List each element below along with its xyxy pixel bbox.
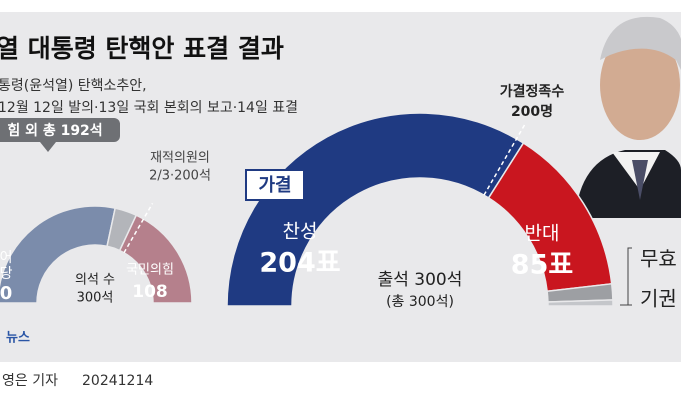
label: 108 bbox=[132, 282, 168, 302]
label: 찬성 bbox=[283, 221, 318, 243]
title: 열 대통령 탄핵안 표결 결과 bbox=[0, 34, 284, 63]
label: 반대 bbox=[525, 223, 560, 245]
subtitle: 통령(윤석열) 탄핵소추안, bbox=[0, 78, 147, 94]
label: 국민의힘 bbox=[126, 263, 174, 278]
callout-pointer bbox=[40, 142, 56, 152]
label: 0 bbox=[0, 283, 12, 304]
date: 20241214 bbox=[82, 373, 153, 389]
label: 기권 bbox=[640, 287, 677, 311]
label: 300석 bbox=[77, 291, 114, 306]
label: 가결정족수 bbox=[500, 83, 565, 100]
segment bbox=[0, 205, 117, 304]
bracket bbox=[620, 247, 632, 306]
label: 200명 bbox=[511, 103, 553, 120]
label: 204표 bbox=[259, 248, 340, 279]
label: 어 bbox=[0, 250, 12, 266]
badge-box bbox=[245, 169, 305, 201]
label: 2/3·200석 bbox=[149, 169, 211, 184]
label: 출석 300석 bbox=[378, 270, 463, 290]
label: 당 bbox=[0, 266, 13, 282]
label: 85표 bbox=[511, 250, 573, 281]
logo: 뉴스 bbox=[6, 331, 30, 346]
segment bbox=[547, 299, 614, 307]
label: 무효 bbox=[640, 247, 677, 271]
callout-box bbox=[0, 118, 120, 142]
subtitle: 12월 12일 발의·13일 국회 본회의 보고·14일 표결 bbox=[0, 100, 298, 116]
label: 재적의원의 bbox=[150, 151, 210, 166]
label: 의석 수 bbox=[75, 273, 115, 288]
threshold-line bbox=[123, 203, 154, 254]
label: 가결 bbox=[258, 175, 291, 196]
segment bbox=[118, 214, 193, 304]
byline: 영은 기자 bbox=[2, 373, 58, 389]
portrait bbox=[575, 16, 681, 218]
label: (총 300석) bbox=[386, 294, 454, 310]
label: 힘 외 총 192석 bbox=[7, 122, 102, 139]
